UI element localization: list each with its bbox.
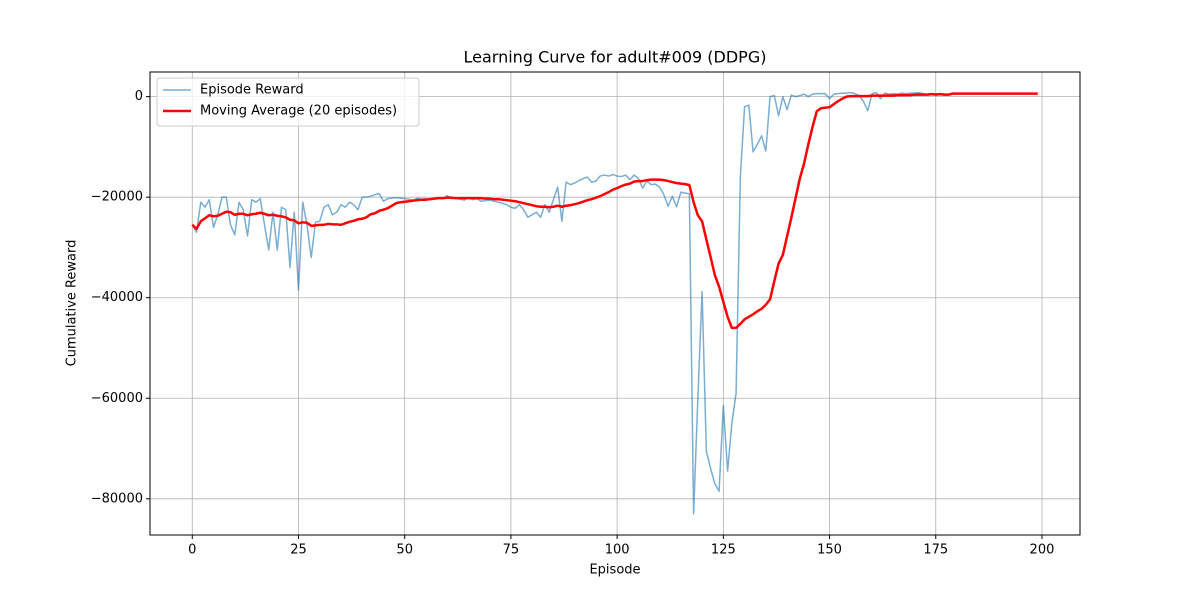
- x-tick-label: 150: [817, 543, 842, 558]
- series-line: [191, 92, 1038, 330]
- plot-frame: [149, 71, 1081, 536]
- y-tick-label: −20000: [91, 190, 143, 205]
- legend-box: [156, 77, 420, 127]
- y-tick-label: −60000: [91, 391, 143, 406]
- x-tick-label: 0: [188, 543, 196, 558]
- x-tick-label: 75: [503, 543, 520, 558]
- chart-title: Learning Curve for adult#009 (DDPG): [464, 48, 767, 67]
- y-tick-label: −40000: [91, 290, 143, 305]
- legend-label: Moving Average (20 episodes): [200, 104, 397, 119]
- x-tick-label: 50: [396, 543, 413, 558]
- x-tick-label: 200: [1030, 543, 1055, 558]
- x-tick-label: 100: [605, 543, 630, 558]
- y-tick-label: 0: [135, 89, 143, 104]
- y-axis-label: Cumulative Reward: [65, 240, 80, 367]
- x-tick-label: 25: [290, 543, 307, 558]
- x-axis-label: Episode: [589, 563, 640, 578]
- y-tick-label: −80000: [91, 491, 143, 506]
- x-tick-label: 125: [711, 543, 736, 558]
- x-tick-label: 175: [923, 543, 948, 558]
- legend-label: Episode Reward: [200, 83, 304, 98]
